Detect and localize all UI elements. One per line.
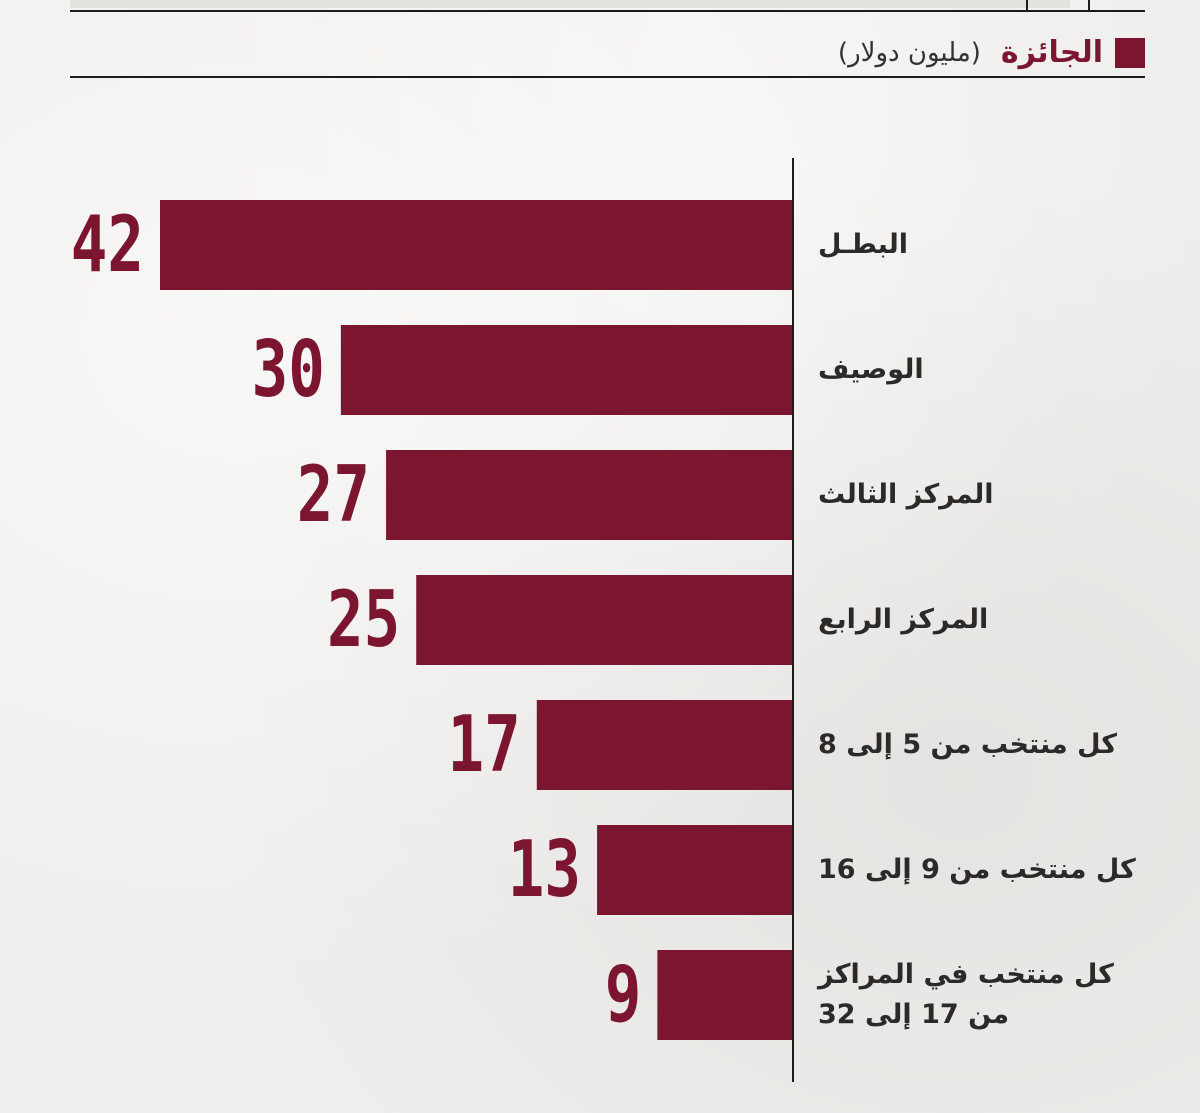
category-label-line: كل منتخب من 5 إلى 8 <box>818 729 1117 760</box>
legend-swatch <box>1115 38 1145 68</box>
category-label-line: الوصيف <box>818 354 924 385</box>
bar <box>416 575 793 665</box>
bar <box>536 700 793 790</box>
bar-value-label: 27 <box>297 450 370 540</box>
bar-value-label: 13 <box>508 825 581 915</box>
bar <box>657 950 793 1040</box>
category-label-line: كل منتخب من 9 إلى 16 <box>818 854 1136 885</box>
category-label: كل منتخب في المراكز من 17 إلى 32 <box>818 955 1188 1035</box>
bar-value-label: 25 <box>327 575 400 665</box>
category-label-line: المركز الرابع <box>818 604 989 635</box>
bar-value-label: 30 <box>252 325 325 415</box>
bar <box>597 825 793 915</box>
category-label-line: من 17 إلى 32 <box>818 999 1010 1030</box>
category-label: المركز الرابع <box>818 600 1188 640</box>
category-label: المركز الثالث <box>818 475 1188 515</box>
bar-value-label: 17 <box>448 700 521 790</box>
bar <box>340 325 793 415</box>
category-label-line: كل منتخب في المراكز <box>818 959 1114 990</box>
category-label-line: البطـل <box>818 229 909 260</box>
category-label: الوصيف <box>818 350 1188 390</box>
top-strip-fill <box>70 0 1070 8</box>
category-label-line: المركز الثالث <box>818 479 994 510</box>
bar <box>160 200 793 290</box>
legend-label: الجائزة <box>1000 35 1103 70</box>
legend-unit: (مليون دولار) <box>837 38 981 68</box>
legend: الجائزة (مليون دولار) <box>838 38 1145 68</box>
bar-value-label: 42 <box>71 200 144 290</box>
bar-value-label: 9 <box>605 950 642 1040</box>
bar <box>386 450 793 540</box>
top-box <box>1026 0 1090 12</box>
legend-rule <box>70 76 1145 78</box>
category-label: كل منتخب من 5 إلى 8 <box>818 725 1188 765</box>
category-label: البطـل <box>818 225 1188 265</box>
category-label: كل منتخب من 9 إلى 16 <box>818 850 1188 890</box>
top-strip <box>70 0 1145 12</box>
